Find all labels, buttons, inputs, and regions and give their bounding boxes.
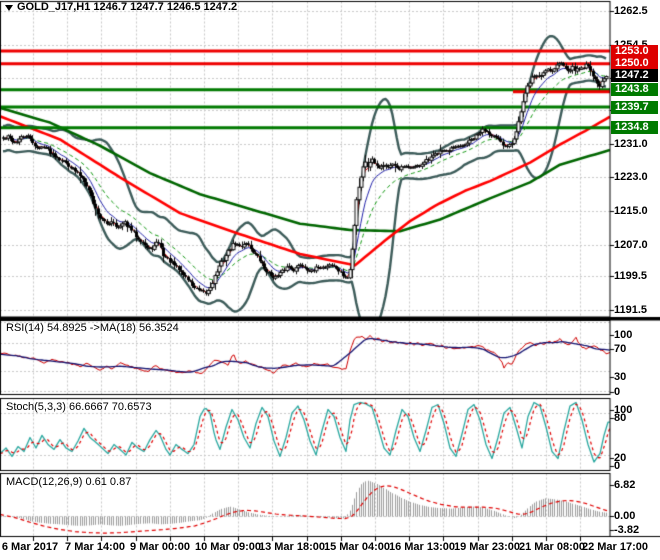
price-axis-label: 1215.0 (614, 205, 648, 218)
stoch-axis-label: 80 (614, 412, 627, 424)
stoch-axis-label: 20 (614, 452, 627, 464)
price-axis-label: 1207.0 (614, 238, 648, 251)
macd-axis-label: -3.82 (614, 524, 640, 536)
stoch-axis-label: 100 (614, 404, 633, 416)
time-axis-label: 19 Mar 23:00 (453, 541, 521, 553)
price-axis-label: 1199.5 (614, 270, 648, 283)
level-price-badge: 1250.0 (611, 57, 658, 71)
rsi-indicator-label: RSI(14) 54.8925 ->MA(18) 56.3524 (6, 322, 179, 334)
price-axis-label: 1191.5 (614, 304, 648, 316)
time-axis-label: 21 Mar 08:00 (518, 541, 586, 553)
time-axis-label: 9 Mar 00:00 (130, 541, 190, 553)
rsi-axis-label: 70 (614, 343, 627, 355)
level-price-badge: 1239.7 (611, 100, 658, 114)
rsi-axis-label: 30 (614, 371, 627, 383)
time-axis-label: 10 Mar 09:00 (194, 541, 262, 553)
time-axis-label: 7 Mar 14:00 (65, 541, 125, 553)
time-axis-label: 13 Mar 18:00 (258, 541, 326, 553)
macd-indicator-label: MACD(12,26,9) 0.61 0.87 (6, 476, 132, 488)
rsi-axis-label: 100 (614, 329, 633, 341)
level-price-badge: 1234.8 (611, 121, 658, 135)
level-price-badge: 1243.8 (611, 83, 658, 97)
time-axis-label: 16 Mar 13:00 (388, 541, 456, 553)
stoch-indicator-label: Stoch(5,3,3) 66.6667 70.6573 (6, 401, 152, 413)
symbol-dropdown-icon[interactable] (5, 5, 13, 11)
price-axis-label: 1231.0 (614, 137, 648, 150)
rsi-axis-label: 0 (614, 386, 621, 398)
level-price-badge: 1253.0 (611, 44, 658, 58)
time-axis-label: 15 Mar 04:00 (323, 541, 391, 553)
macd-axis-label: 6.82 (614, 479, 636, 491)
stoch-axis-label: 0 (614, 460, 621, 472)
time-axis-label: 6 Mar 2017 (1, 541, 59, 553)
time-axis-label: 22 Mar 17:00 (581, 541, 649, 553)
chart-title: GOLD_J17,H1 1246.7 1247.7 1246.5 1247.2 (17, 1, 238, 13)
price-axis-label: 1223.0 (614, 171, 648, 184)
macd-axis-label: 0.00 (614, 510, 636, 522)
price-axis-label: 1262.5 (614, 5, 648, 17)
current-price-badge: 1247.2 (611, 68, 658, 82)
